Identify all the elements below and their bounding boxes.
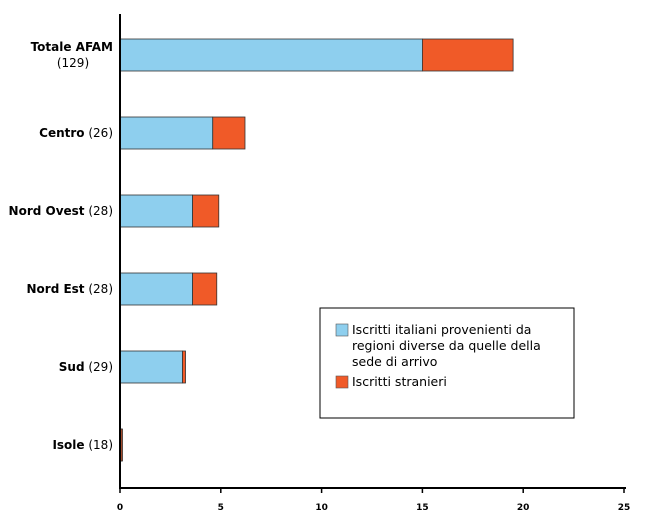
- bar-stranieri-1: [212, 116, 246, 150]
- category-name: Sud: [59, 360, 85, 374]
- category-count: (28): [85, 282, 113, 296]
- category-label: Nord Ovest (28): [9, 204, 113, 218]
- category-count: (29): [85, 360, 113, 374]
- legend-swatch: [335, 375, 349, 389]
- bar-italiani-0: [119, 38, 423, 72]
- category-name: Centro: [39, 126, 84, 140]
- bar-italiani-2: [119, 194, 193, 228]
- category-count: (18): [85, 438, 113, 452]
- x-tick-label: 0: [117, 503, 123, 513]
- category-label: Nord Est (28): [26, 282, 113, 296]
- category-name: Nord Est: [26, 282, 84, 296]
- category-count: (129): [57, 56, 89, 70]
- bar-stranieri-2: [192, 194, 220, 228]
- bar-stranieri-5: [120, 428, 123, 462]
- legend-label: sede di arrivo: [352, 354, 437, 369]
- legend-label: Iscritti italiani provenienti da: [352, 322, 531, 337]
- category-count: (26): [85, 126, 113, 140]
- x-tick-label: 15: [416, 503, 429, 513]
- legend-label: regioni diverse da quelle della: [352, 338, 541, 353]
- category-labels: Totale AFAM (129) Centro (26) Nord Ovest (2…: [9, 40, 113, 452]
- bar-italiani-4: [119, 350, 183, 384]
- bar-stranieri-4: [182, 350, 186, 384]
- bar-stranieri-3: [192, 272, 218, 306]
- category-name: Totale AFAM: [31, 40, 113, 54]
- category-label: Sud (29): [59, 360, 113, 374]
- x-axis-ticks: 0 5 10 15 20 25: [117, 488, 630, 513]
- category-name: Nord Ovest: [9, 204, 85, 218]
- legend: Iscritti italiani provenienti daregioni …: [319, 307, 575, 419]
- legend-label: Iscritti stranieri: [352, 374, 447, 389]
- bar-italiani-3: [119, 272, 193, 306]
- bar-italiani-1: [119, 116, 214, 150]
- legend-swatch: [335, 323, 349, 337]
- x-tick-label: 20: [517, 503, 530, 513]
- category-name: Isole: [52, 438, 84, 452]
- x-tick-label: 10: [315, 503, 328, 513]
- legend-box: [319, 307, 575, 419]
- category-label: Isole (18): [52, 438, 113, 452]
- bars-layer: [119, 38, 514, 462]
- bar-stranieri-0: [421, 38, 514, 72]
- category-count: (28): [85, 204, 113, 218]
- x-tick-label: 5: [218, 503, 224, 513]
- category-label: Centro (26): [39, 126, 113, 140]
- x-tick-label: 25: [618, 503, 631, 513]
